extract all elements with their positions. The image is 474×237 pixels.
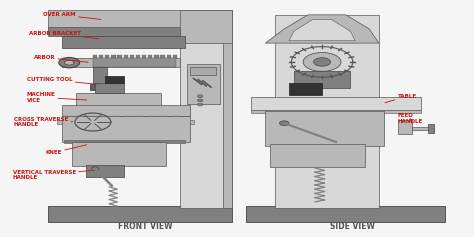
Circle shape (197, 95, 203, 98)
Bar (187, 64, 220, 104)
Text: SIDE VIEW: SIDE VIEW (330, 222, 375, 231)
Circle shape (314, 58, 330, 66)
Bar (130, 55, 134, 58)
Circle shape (197, 103, 203, 106)
Text: CROSS TRAVERSE
HANDLE: CROSS TRAVERSE HANDLE (14, 117, 73, 128)
Text: TABLE: TABLE (385, 94, 417, 103)
Bar (142, 55, 146, 58)
Bar (251, 97, 421, 110)
Bar (100, 116, 108, 118)
Bar (62, 36, 185, 48)
Text: MACHINE
VICE: MACHINE VICE (27, 92, 87, 103)
Bar (246, 206, 445, 222)
Bar (86, 165, 124, 178)
Circle shape (91, 167, 99, 171)
Bar (294, 71, 350, 88)
Polygon shape (289, 19, 355, 41)
Bar (124, 116, 132, 118)
Bar (136, 55, 140, 58)
Circle shape (197, 99, 203, 102)
Text: KNEE: KNEE (46, 145, 87, 155)
Circle shape (303, 53, 341, 71)
Bar (105, 76, 124, 83)
Text: VERTICAL TRAVERSE
HANDLE: VERTICAL TRAVERSE HANDLE (12, 170, 91, 180)
Bar (76, 116, 84, 118)
Bar (91, 84, 109, 90)
Bar (398, 120, 412, 134)
Bar (93, 67, 107, 86)
Text: OVER ARM: OVER ARM (43, 12, 101, 19)
Bar (99, 55, 103, 58)
Bar (88, 116, 96, 118)
Bar (148, 55, 153, 58)
Bar (62, 105, 190, 116)
Bar (171, 116, 179, 118)
Circle shape (59, 58, 80, 68)
Bar (428, 124, 434, 133)
Bar (93, 58, 175, 67)
Bar (265, 111, 383, 146)
Bar (64, 116, 73, 118)
Bar (111, 55, 116, 58)
Bar (184, 120, 193, 124)
Bar (147, 116, 155, 118)
Bar (76, 93, 161, 105)
Bar (289, 83, 322, 95)
Text: ARBOR BRACKET: ARBOR BRACKET (29, 31, 99, 39)
Bar (223, 15, 232, 208)
Bar (64, 140, 185, 143)
Bar (124, 55, 128, 58)
Bar (136, 116, 144, 118)
Circle shape (280, 121, 289, 126)
Bar (62, 116, 190, 142)
Bar (173, 55, 177, 58)
Bar (57, 120, 72, 124)
Bar (62, 58, 180, 67)
Bar (93, 55, 97, 58)
Bar (275, 15, 379, 208)
Bar (166, 55, 171, 58)
Text: FRONT VIEW: FRONT VIEW (118, 222, 172, 231)
Bar (95, 83, 124, 93)
Text: CUTTING TOOL: CUTTING TOOL (27, 77, 96, 84)
Text: ARBOR: ARBOR (34, 55, 88, 62)
Bar (48, 206, 232, 222)
Bar (118, 55, 122, 58)
Bar (112, 116, 120, 118)
Bar (48, 10, 232, 29)
Polygon shape (265, 15, 379, 43)
Bar (180, 10, 232, 43)
Bar (251, 110, 421, 113)
Bar (412, 127, 431, 130)
Bar (72, 142, 166, 166)
Bar (48, 27, 190, 36)
Text: FEED
HANDLE: FEED HANDLE (398, 113, 423, 124)
Bar (180, 15, 232, 208)
Circle shape (64, 60, 74, 65)
Bar (190, 67, 216, 75)
Circle shape (87, 119, 99, 125)
Bar (155, 55, 158, 58)
Bar (160, 55, 164, 58)
Bar (270, 144, 365, 167)
Bar (105, 55, 109, 58)
Bar (159, 116, 167, 118)
